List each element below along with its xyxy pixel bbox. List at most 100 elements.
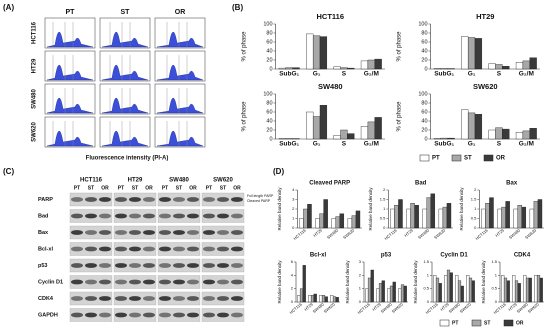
band [187, 197, 199, 202]
bar [515, 62, 524, 70]
bar [513, 208, 518, 229]
bar [481, 208, 486, 229]
bar [310, 295, 315, 303]
bar [340, 67, 348, 70]
band [129, 246, 141, 252]
histogram [156, 64, 204, 81]
y-tick-label: 4 [291, 272, 294, 277]
y-tick-label: 6 [291, 259, 294, 264]
y-tick-label: 2 [359, 272, 362, 277]
x-tick-label: G₁ [468, 141, 476, 148]
y-tick-label: 0 [292, 225, 295, 230]
bar [355, 210, 361, 229]
x-tick-label: SW620 [342, 227, 356, 240]
band [231, 279, 243, 285]
chart-title: SW620 [473, 82, 498, 91]
y-tick-label: 2 [383, 187, 386, 192]
bar [400, 284, 405, 303]
y-tick-label: 20 [266, 57, 272, 63]
y-tick-label: 1 [427, 272, 430, 277]
bar [376, 288, 380, 303]
band [231, 213, 243, 219]
y-tick-label: 1 [292, 216, 295, 221]
bar [414, 204, 419, 229]
bar [319, 105, 328, 140]
chart-title: Bax [506, 181, 518, 187]
band [129, 263, 141, 268]
x-tick-label: S [497, 141, 502, 148]
x-tick-label: SubG₁ [279, 141, 299, 148]
row-label: GAPDH [38, 312, 58, 318]
y-axis-label: Relative band density [368, 187, 373, 231]
band [203, 197, 215, 202]
bar [333, 135, 341, 140]
band [203, 296, 215, 301]
row-label: CDK4 [38, 296, 54, 302]
bar [387, 288, 391, 303]
x-tick-label: HCT116 [474, 227, 489, 241]
y-tick-label: 1 [383, 206, 386, 211]
x-tick-label: G₁ [468, 71, 476, 78]
bar [422, 208, 427, 229]
band [187, 263, 199, 268]
y-axis-label: % of phase [397, 101, 403, 132]
bar [398, 199, 403, 229]
bar [370, 269, 374, 303]
legend-label: ST [484, 320, 490, 326]
band [129, 197, 141, 202]
y-axis-label: % of phase [397, 31, 403, 62]
panel-label: (B) [232, 3, 243, 12]
bar [426, 197, 431, 229]
x-tick-label: G₁ [313, 141, 321, 148]
bar [319, 295, 323, 303]
band [187, 213, 199, 219]
histogram [101, 97, 149, 114]
bar [534, 275, 538, 303]
bar [438, 283, 442, 303]
bar [537, 199, 543, 229]
lane-label: ST [176, 185, 182, 191]
y-tick-label: 0 [495, 299, 498, 304]
band [203, 213, 215, 219]
x-tick-label: SW620 [391, 301, 405, 314]
bar [503, 277, 508, 303]
band [99, 230, 111, 235]
bar [435, 277, 440, 303]
bar [455, 275, 459, 303]
y-tick-label: 60 [266, 109, 272, 115]
column-header: ST [121, 9, 131, 16]
band [71, 230, 83, 235]
y-axis-label: Relative band density [481, 260, 486, 304]
histogram [46, 97, 94, 114]
bar [517, 204, 522, 229]
bar [321, 295, 326, 303]
y-axis-label: Relative band density [277, 260, 282, 304]
band [71, 263, 83, 268]
bar [514, 280, 519, 303]
bar [461, 109, 469, 140]
bar [335, 216, 340, 229]
band [187, 279, 199, 285]
bar [324, 296, 328, 303]
x-tick-label: SW480 [508, 227, 522, 240]
x-tick-label: S [497, 71, 502, 78]
band [159, 279, 171, 285]
band [115, 296, 127, 301]
band [99, 312, 111, 318]
band [173, 296, 185, 301]
band [231, 263, 243, 268]
band [129, 296, 141, 301]
band [159, 263, 171, 268]
y-axis-label: Relative band density [459, 187, 464, 231]
y-tick-label: 2 [474, 187, 477, 192]
lane-label: PT [206, 185, 212, 191]
panel-label: (C) [3, 167, 14, 176]
bar [533, 201, 539, 229]
bar [303, 208, 308, 229]
y-tick-label: 100 [263, 21, 272, 27]
x-tick-label: G₂/M [364, 71, 379, 78]
bar [335, 297, 339, 303]
band [217, 197, 229, 202]
x-tick-label: SubG₁ [434, 71, 454, 78]
band [85, 312, 97, 318]
